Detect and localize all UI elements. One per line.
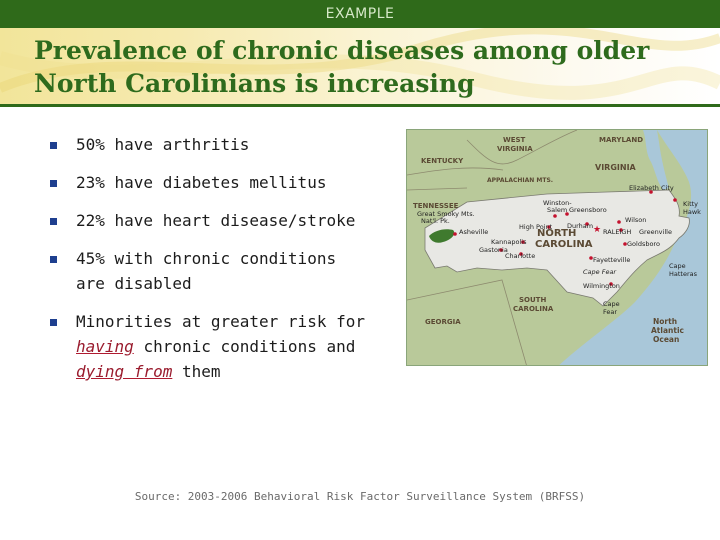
- north-carolina-shape: [424, 189, 690, 307]
- label-appalachian: APPALACHIAN MTS.: [487, 177, 553, 184]
- bullet-text-line-2: are disabled: [76, 274, 192, 293]
- source-citation: Source: 2003-2006 Behavioral Risk Factor…: [134, 490, 586, 503]
- city-kitty-hawk: Kitty: [683, 200, 698, 208]
- title-line-2: North Carolinians is increasing: [34, 69, 475, 98]
- bullet-diabetes: 23% have diabetes mellitus: [48, 170, 378, 195]
- label-ocean-3: Ocean: [653, 335, 679, 344]
- city-goldsboro: Goldsboro: [627, 240, 660, 248]
- label-tennessee: TENNESSEE: [413, 202, 459, 210]
- label-park-2: Nat'l. Pk.: [421, 217, 450, 225]
- label-cape-hatteras-2: Hatteras: [669, 270, 698, 278]
- bullet-text: 23% have diabetes mellitus: [76, 173, 327, 192]
- state-border: [407, 167, 504, 176]
- title-line-1: Prevalence of chronic diseases among old…: [34, 36, 650, 65]
- city-durham: Durham: [567, 222, 593, 230]
- bullet-text-line-1: 45% with chronic conditions: [76, 249, 337, 268]
- title-divider: [0, 104, 720, 107]
- label-maryland: MARYLAND: [599, 136, 643, 144]
- chesapeake-bay: [643, 130, 669, 190]
- city-greensboro: Greensboro: [569, 206, 607, 214]
- city-elizabeth-city: Elizabeth City: [629, 184, 674, 192]
- state-border: [466, 130, 578, 165]
- example-label: EXAMPLE: [325, 6, 395, 22]
- bullet-text: 22% have heart disease/stroke: [76, 211, 356, 230]
- state-border: [407, 187, 468, 191]
- label-cape-fear-river: Cape Fear: [583, 268, 617, 276]
- city-wilson: Wilson: [625, 216, 646, 224]
- bullet-text-mid: chronic conditions and: [143, 337, 356, 356]
- decorative-swirl: [0, 28, 720, 100]
- city-markers: [453, 190, 677, 286]
- city-wilmington: Wilmington: [583, 282, 620, 290]
- city-charlotte: Charlotte: [505, 252, 535, 260]
- label-north-carolina-2: CAROLINA: [535, 239, 593, 250]
- bullet-list: 50% have arthritis 23% have diabetes mel…: [48, 132, 378, 397]
- smoky-mts-park: [429, 229, 455, 243]
- label-west-virginia: WEST: [503, 136, 526, 144]
- label-south-carolina-2: CAROLINA: [513, 305, 554, 313]
- city-asheville: Asheville: [459, 228, 488, 236]
- bullet-text-pre: Minorities at greater risk for: [76, 312, 365, 331]
- having-link[interactable]: having: [76, 337, 134, 356]
- bullet-arthritis: 50% have arthritis: [48, 132, 378, 157]
- bullet-square-icon: [50, 218, 57, 225]
- city-winston-salem-2: Salem: [547, 206, 567, 214]
- city-gastonia: Gastonia: [479, 246, 508, 254]
- bullet-square-icon: [50, 319, 57, 326]
- bullet-square-icon: [50, 256, 57, 263]
- bullet-square-icon: [50, 180, 57, 187]
- city-kitty-hawk-2: Hawk: [683, 208, 701, 216]
- city-kannapolis: Kannapolis: [491, 238, 527, 246]
- bullet-disabled: 45% with chronic conditions are disabled: [48, 246, 378, 296]
- label-ocean-2: Atlantic: [651, 326, 684, 335]
- bullet-minorities: Minorities at greater risk for having ch…: [48, 309, 378, 384]
- slide-title: Prevalence of chronic diseases among old…: [34, 34, 694, 100]
- map-graphic: WEST VIRGINIA MARYLAND KENTUCKY VIRGINIA…: [407, 130, 707, 365]
- label-virginia: VIRGINIA: [595, 163, 637, 172]
- label-north-carolina: NORTH: [537, 228, 576, 239]
- label-park: Great Smoky Mts.: [417, 210, 475, 218]
- top-banner: EXAMPLE: [0, 0, 720, 28]
- city-winston-salem: Winston-: [543, 199, 572, 207]
- city-greenville: Greenville: [639, 228, 672, 236]
- label-cape-fear: Cape: [603, 300, 620, 308]
- label-cape-fear-2: Fear: [603, 308, 617, 316]
- bullet-heart-disease: 22% have heart disease/stroke: [48, 208, 378, 233]
- label-cape-hatteras: Cape: [669, 262, 686, 270]
- label-west-virginia-2: VIRGINIA: [497, 145, 533, 153]
- north-carolina-map: WEST VIRGINIA MARYLAND KENTUCKY VIRGINIA…: [406, 129, 708, 366]
- label-georgia: GEORGIA: [425, 318, 461, 326]
- title-band: [0, 28, 720, 104]
- bullet-text-post: them: [181, 362, 221, 381]
- label-ocean: North: [653, 317, 677, 326]
- ocean-area: [559, 130, 707, 365]
- bullet-text: 50% have arthritis: [76, 135, 250, 154]
- label-kentucky: KENTUCKY: [421, 157, 464, 165]
- dying-from-link[interactable]: dying from: [76, 362, 173, 381]
- city-high-point: High Point: [519, 223, 553, 231]
- bullet-square-icon: [50, 142, 57, 149]
- capital-star-icon: ★: [593, 225, 601, 235]
- label-south-carolina: SOUTH: [519, 296, 546, 304]
- city-fayetteville: Fayetteville: [593, 256, 630, 264]
- city-raleigh: RALEIGH: [603, 228, 631, 236]
- state-border: [407, 279, 527, 365]
